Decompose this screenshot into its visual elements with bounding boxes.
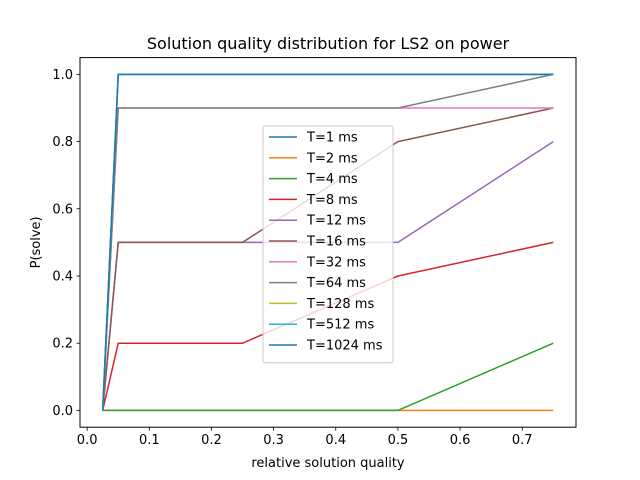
series-line-7 (101, 73, 554, 411)
x-tick-label-3: 0.3 (263, 433, 284, 448)
legend-label-7: T=64 ms (306, 276, 366, 291)
legend: T=1 ms T=2 ms T=4 ms T=8 ms T=12 ms T=16 ms T=… (262, 125, 394, 364)
y-tick-label-1: 0.2 (52, 337, 73, 352)
legend-label-3: T=8 ms (306, 193, 358, 208)
series-line-5 (101, 107, 554, 411)
y-tick-label-2: 0.4 (52, 270, 73, 285)
x-tick-label-5: 0.5 (388, 433, 409, 448)
x-tick-label-1: 0.1 (139, 433, 160, 448)
series-line-3 (101, 241, 554, 411)
plot-frame (79, 57, 577, 428)
x-tick-label-4: 0.4 (325, 433, 346, 448)
x-tick-label-7: 0.7 (512, 433, 533, 448)
legend-label-6: T=32 ms (306, 255, 366, 270)
y-tick-label-5: 1.0 (52, 68, 73, 83)
y-axis-ticks: 0.0 0.2 0.4 0.6 0.8 1.0 (52, 68, 80, 419)
x-tick-label-0: 0.0 (77, 433, 98, 448)
legend-label-2: T=4 ms (306, 172, 358, 187)
legend-label-8: T=128 ms (306, 297, 374, 312)
legend-label-1: T=2 ms (306, 151, 358, 166)
y-tick-label-0: 0.0 (52, 404, 73, 419)
series-line-10 (101, 73, 554, 411)
legend-label-4: T=12 ms (306, 214, 366, 229)
y-tick-label-3: 0.6 (52, 202, 73, 217)
chart-title: Solution quality distribution for LS2 on… (147, 34, 510, 53)
x-axis-label: relative solution quality (251, 456, 405, 471)
legend-label-9: T=512 ms (306, 318, 374, 333)
series-layer (101, 73, 554, 412)
x-axis-ticks: 0.0 0.1 0.2 0.3 0.4 0.5 0.6 0.7 (77, 427, 533, 448)
x-tick-label-6: 0.6 (450, 433, 471, 448)
series-line-2 (102, 342, 554, 412)
x-tick-label-2: 0.2 (201, 433, 222, 448)
y-tick-label-4: 0.8 (52, 135, 73, 150)
y-axis-label: P(solve) (29, 216, 44, 268)
legend-label-5: T=16 ms (306, 235, 366, 250)
legend-label-0: T=1 ms (306, 131, 358, 146)
legend-label-10: T=1024 ms (306, 339, 383, 354)
